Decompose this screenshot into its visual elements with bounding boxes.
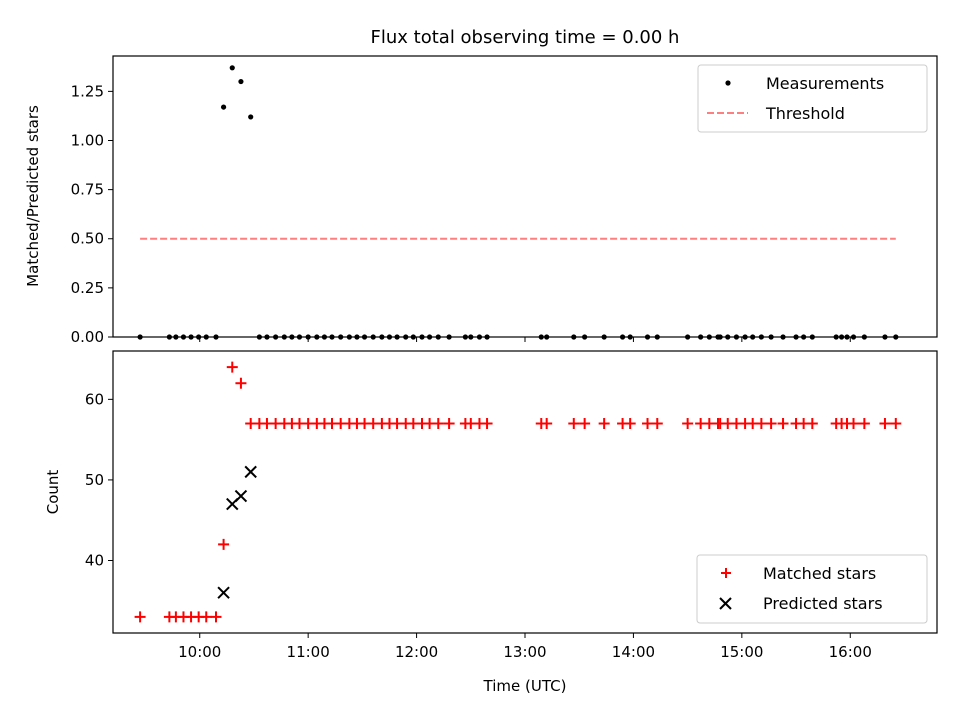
predicted-star-point — [217, 586, 230, 599]
top-y-tick-label: 1.25 — [71, 82, 104, 100]
star-count-panel: Count Time (UTC) 40 50 60 10:00 11:00 12:00 1… — [44, 350, 938, 695]
matched-star-point — [651, 418, 663, 430]
matched-star-point — [624, 418, 636, 430]
matched-star-point — [218, 538, 230, 550]
matched-star-point — [200, 611, 212, 623]
matched-star-point — [226, 361, 238, 373]
x-tick-label: 10:00 — [178, 643, 221, 661]
predicted-star-point — [244, 465, 257, 479]
x-tick-label: 16:00 — [829, 643, 872, 661]
bottom-legend: Matched stars Predicted stars — [696, 554, 928, 624]
x-axis-label: Time (UTC) — [483, 677, 567, 695]
matched-star-point — [755, 418, 767, 430]
matched-star-point — [806, 418, 818, 430]
matched-star-point — [579, 418, 591, 430]
top-y-tick-label: 1.00 — [71, 131, 104, 149]
predicted-star-point — [234, 489, 248, 503]
top-y-tick-label: 0.25 — [71, 279, 104, 297]
bottom-legend-box — [696, 554, 928, 624]
matched-star-point — [848, 418, 860, 430]
top-y-tick-label: 0.00 — [71, 328, 104, 346]
x-tick-label: 14:00 — [612, 643, 655, 661]
matched-star-point — [541, 418, 553, 430]
flux-ratio-panel: Flux total observing time = 0.00 h Match… — [24, 27, 938, 346]
matched-star-point — [481, 418, 493, 430]
matched-star-point — [432, 418, 444, 430]
matched-star-point — [858, 418, 870, 430]
matched-star-point — [682, 418, 694, 430]
bottom-y-tick-label: 50 — [85, 471, 104, 489]
x-tick-label: 11:00 — [287, 643, 330, 661]
matched-star-point — [210, 611, 222, 623]
top-y-axis-label: Matched/Predicted stars — [24, 105, 42, 287]
x-tick-label: 13:00 — [503, 643, 546, 661]
measurement-point — [238, 78, 244, 85]
legend-marker-measurements — [725, 80, 731, 86]
top-y-tick-label: 0.50 — [71, 230, 104, 248]
legend-label-measurements: Measurements — [766, 74, 884, 93]
top-legend-box — [697, 64, 928, 133]
matched-star-point — [598, 418, 610, 430]
bottom-y-axis-label: Count — [44, 470, 62, 515]
chart-title: Flux total observing time = 0.00 h — [371, 27, 680, 48]
matched-star-point — [568, 418, 580, 430]
measurement-point — [220, 104, 227, 110]
legend-label-predicted: Predicted stars — [763, 594, 883, 613]
bottom-plot-frame — [112, 350, 938, 634]
matched-star-point — [134, 611, 146, 623]
matched-star-point — [777, 418, 789, 430]
matched-star-point — [879, 418, 891, 430]
bottom-y-tick-label: 60 — [85, 390, 104, 408]
matched-star-point — [235, 377, 247, 389]
top-plot-frame — [112, 55, 938, 338]
measurement-point — [229, 65, 235, 71]
matched-star-point — [765, 418, 777, 430]
x-tick-label: 12:00 — [395, 643, 438, 661]
top-y-tick-label: 0.75 — [71, 181, 104, 199]
legend-label-threshold: Threshold — [765, 104, 845, 123]
measurement-point — [248, 114, 254, 120]
matched-star-point — [443, 418, 455, 430]
bottom-y-tick-label: 40 — [85, 551, 104, 569]
top-legend: Measurements Threshold — [697, 64, 928, 133]
legend-marker-predicted — [719, 597, 732, 610]
legend-marker-matched — [721, 568, 731, 578]
matched-star-point — [890, 418, 902, 430]
matched-star-point — [642, 418, 654, 430]
legend-label-matched: Matched stars — [763, 564, 876, 583]
x-tick-label: 15:00 — [720, 643, 763, 661]
